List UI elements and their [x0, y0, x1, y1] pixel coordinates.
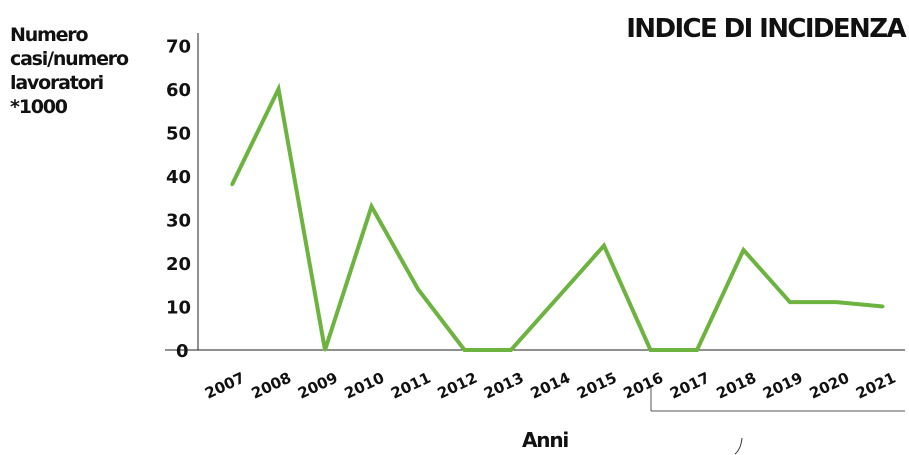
data-point-2013: [509, 348, 513, 352]
data-point-2019: [788, 300, 792, 304]
x-tick-label-2015: 2015: [574, 369, 619, 403]
x-tick-label-2014: 2014: [528, 369, 573, 403]
x-tick-label-2013: 2013: [481, 369, 526, 403]
y-tick-label-50: 50: [166, 124, 191, 145]
chart-title: INDICE DI INCIDENZA: [626, 14, 906, 44]
x-tick-label-2021: 2021: [853, 369, 898, 403]
y-tick-label-10: 10: [166, 298, 191, 319]
data-point-2021: [881, 305, 885, 308]
x-tick-label-2017: 2017: [667, 369, 712, 403]
data-point-2014: [556, 296, 559, 300]
x-axis-label: Anni: [522, 428, 569, 452]
data-point-2007: [230, 183, 234, 187]
series-line-0: [230, 82, 884, 352]
y-tick-label-60: 60: [166, 80, 191, 101]
stray-mark: [734, 437, 743, 455]
y-tick-label-0: 0: [176, 341, 189, 362]
y-tick-label-30: 30: [166, 211, 191, 232]
x-tick-label-2008: 2008: [249, 369, 294, 403]
data-point-2008: [277, 87, 280, 91]
data-point-2015: [602, 244, 606, 248]
y-axis-label-line-2: casi/numero: [10, 48, 129, 70]
y-tick-label-20: 20: [166, 254, 191, 275]
x-tick-label-2018: 2018: [714, 369, 759, 403]
x-tick-label-2020: 2020: [807, 369, 852, 403]
x-tick-label-2012: 2012: [435, 369, 480, 403]
data-point-2020: [835, 300, 838, 304]
data-point-2012: [463, 348, 466, 352]
y-tick-label-70: 70: [166, 37, 191, 58]
x-tick-label-2011: 2011: [388, 369, 433, 403]
x-tick-label-2019: 2019: [760, 369, 805, 403]
data-point-2017: [695, 348, 699, 352]
y-axis-label-line-1: Numero: [10, 24, 89, 46]
x-tick-label-2010: 2010: [342, 369, 387, 403]
x-tick-label-2016: 2016: [621, 369, 666, 403]
x-tick-label-2007: 2007: [202, 369, 247, 403]
data-point-2009: [323, 348, 327, 352]
data-point-2018: [742, 248, 745, 252]
data-point-2011: [416, 287, 420, 291]
data-point-2010: [370, 204, 373, 208]
y-axis-label-line-3: lavoratori: [10, 72, 104, 94]
y-axis-label-line-4: *1000: [10, 96, 68, 118]
data-point-2016: [649, 348, 652, 352]
x-tick-label-2009: 2009: [295, 369, 340, 403]
y-tick-label-40: 40: [166, 167, 191, 188]
